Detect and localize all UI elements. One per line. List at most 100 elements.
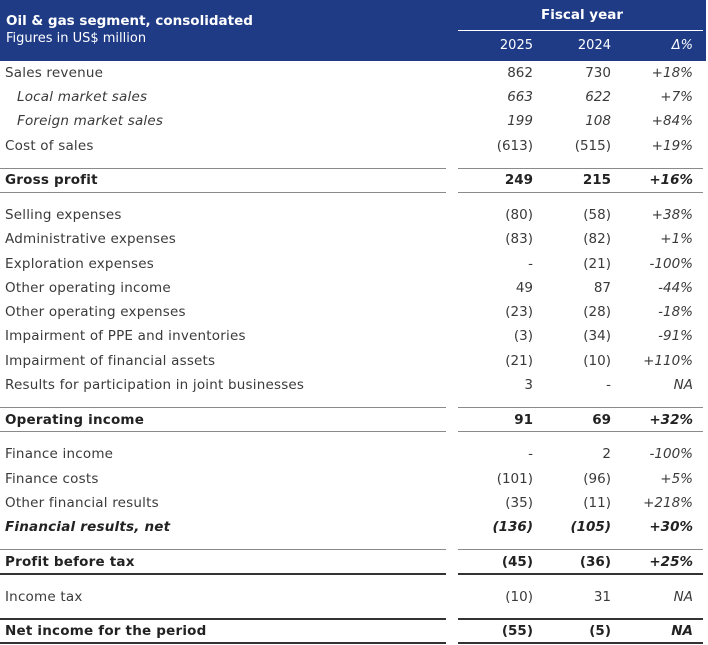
value-2024: 2 (602, 446, 611, 462)
value-2024: (105) (570, 519, 611, 535)
value-2024: (34) (583, 328, 611, 344)
value-2024: (28) (583, 304, 611, 320)
row-label: Other operating expenses (5, 304, 186, 320)
column-header-2025: 2025 (499, 38, 533, 53)
row-divider (0, 407, 446, 408)
table-row: Finance costs (101) (96) +5% (0, 469, 706, 491)
value-2024: 31 (593, 589, 611, 605)
row-label: Results for participation in joint busin… (5, 377, 305, 393)
value-2024: (5) (589, 623, 611, 639)
value-delta: +5% (660, 471, 693, 487)
value-2025: (613) (496, 138, 533, 154)
row-label: Exploration expenses (5, 256, 154, 272)
value-2025: (3) (513, 328, 533, 344)
value-2025: (23) (505, 304, 533, 320)
value-delta: NA (673, 589, 693, 605)
table-row: Cost of sales (613) (515) +19% (0, 136, 706, 158)
table-row: Selling expenses (80) (58) +38% (0, 205, 706, 227)
row-label: Finance costs (5, 471, 99, 487)
row-label: Other operating income (5, 280, 171, 296)
column-header-2024: 2024 (577, 38, 611, 53)
row-divider (458, 407, 703, 408)
value-delta: +84% (651, 113, 693, 129)
table-row-total: Gross profit 249 215 +16% (0, 170, 706, 192)
value-delta: +110% (643, 353, 693, 369)
value-delta: -44% (658, 280, 693, 296)
row-label: Other financial results (5, 495, 159, 511)
table-title: Oil & gas segment, consolidated (6, 13, 253, 29)
table-row: Impairment of financial assets (21) (10)… (0, 351, 706, 373)
row-label: Income tax (5, 589, 83, 605)
row-label: Foreign market sales (17, 113, 164, 129)
row-divider (458, 573, 703, 575)
value-delta: +32% (649, 412, 693, 428)
period-label: Fiscal year (540, 7, 624, 23)
table-row: Exploration expenses - (21) -100% (0, 254, 706, 276)
table-row: Impairment of PPE and inventories (3) (3… (0, 326, 706, 348)
value-delta: NA (673, 377, 693, 393)
value-2024: 622 (585, 89, 611, 105)
value-delta: -100% (649, 256, 693, 272)
row-divider (458, 642, 703, 644)
column-header-delta: Δ% (671, 38, 693, 53)
value-delta: +18% (651, 65, 693, 81)
table-row: Other operating income 49 87 -44% (0, 278, 706, 300)
row-label: Administrative expenses (5, 231, 177, 247)
header-divider (458, 30, 703, 31)
value-2024: (515) (574, 138, 611, 154)
value-2025: 663 (507, 89, 533, 105)
row-label: Gross profit (5, 172, 98, 188)
row-label: Operating income (5, 412, 145, 428)
value-delta: +30% (649, 519, 693, 535)
value-2025: (83) (505, 231, 533, 247)
value-2024: - (606, 377, 611, 393)
value-2025: (45) (501, 554, 533, 570)
table-row-total: Net income for the period (55) (5) NA (0, 621, 706, 643)
row-divider (0, 573, 446, 575)
value-2025: 862 (507, 65, 533, 81)
value-2024: 87 (593, 280, 611, 296)
value-2025: (55) (501, 623, 533, 639)
value-2024: (82) (583, 231, 611, 247)
row-divider (458, 618, 703, 620)
row-divider (0, 192, 446, 193)
table-row-total: Operating income 91 69 +32% (0, 410, 706, 432)
row-divider (0, 618, 446, 620)
value-delta: +16% (649, 172, 693, 188)
value-2024: (11) (583, 495, 611, 511)
row-label: Finance income (5, 446, 114, 462)
row-label: Cost of sales (5, 138, 94, 154)
value-2025: - (528, 446, 533, 462)
value-2024: (96) (583, 471, 611, 487)
value-delta: -91% (658, 328, 693, 344)
value-delta: +218% (643, 495, 693, 511)
row-label: Net income for the period (5, 623, 207, 639)
row-label: Impairment of financial assets (5, 353, 216, 369)
value-2025: - (528, 256, 533, 272)
value-2025: (101) (496, 471, 533, 487)
value-delta: -100% (649, 446, 693, 462)
value-2024: (10) (583, 353, 611, 369)
table-row: Administrative expenses (83) (82) +1% (0, 229, 706, 251)
row-divider (0, 168, 446, 169)
row-divider (458, 431, 703, 432)
value-delta: -18% (658, 304, 693, 320)
table-row: Finance income - 2 -100% (0, 444, 706, 466)
row-label: Financial results, net (5, 519, 171, 535)
row-label: Sales revenue (5, 65, 104, 81)
value-delta: +19% (651, 138, 693, 154)
row-label: Selling expenses (5, 207, 122, 223)
table-row: Sales revenue 862 730 +18% (0, 63, 706, 85)
table-subtitle: Figures in US$ million (6, 31, 147, 46)
value-delta: +25% (649, 554, 693, 570)
value-2024: (36) (579, 554, 611, 570)
row-divider (458, 168, 703, 169)
table-row: Local market sales 663 622 +7% (0, 87, 706, 109)
value-2025: (21) (505, 353, 533, 369)
table-row: Income tax (10) 31 NA (0, 587, 706, 609)
row-label: Impairment of PPE and inventories (5, 328, 246, 344)
row-divider (458, 549, 703, 550)
value-2025: (35) (505, 495, 533, 511)
value-2025: (10) (505, 589, 533, 605)
table-row: Other financial results (35) (11) +218% (0, 493, 706, 515)
